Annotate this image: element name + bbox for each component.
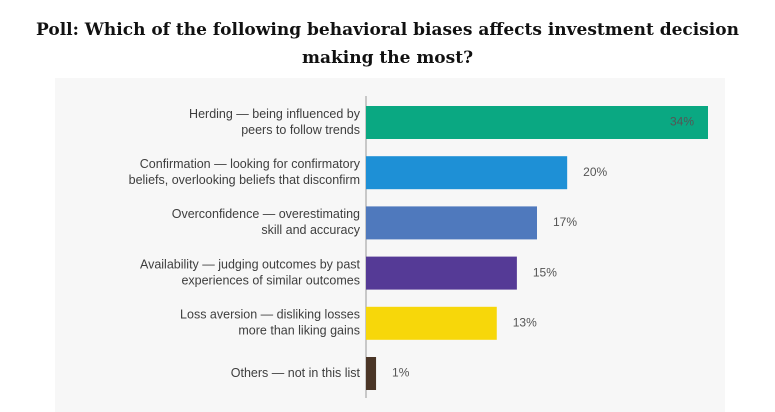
- data-label-4: 15%: [533, 265, 557, 279]
- category-label-2-line-2: beliefs, overlooking beliefs that discon…: [129, 173, 360, 187]
- category-label-2-line-1: Confirmation — looking for confirmatory: [140, 157, 361, 171]
- bar-2: [366, 156, 568, 190]
- bar-1: [366, 106, 708, 139]
- category-label-5-line-1: Loss aversion — disliking losses: [180, 308, 360, 322]
- data-label-3: 17%: [553, 215, 577, 229]
- chart-title: Poll: Which of the following behavioral …: [36, 20, 739, 68]
- category-label-3-line-2: skill and accuracy: [261, 223, 360, 237]
- category-label-1-line-1: Herding — being influenced by: [189, 107, 361, 121]
- bar-5: [366, 306, 497, 340]
- category-label-4-line-1: Availability — judging outcomes by past: [140, 257, 361, 271]
- category-label-6-line-1: Others — not in this list: [231, 366, 361, 380]
- data-label-5: 13%: [513, 315, 537, 329]
- data-label-1: 34%: [670, 115, 694, 129]
- data-label-6: 1%: [392, 366, 410, 380]
- category-label-3-line-1: Overconfidence — overestimating: [172, 207, 360, 221]
- bar-6: [366, 357, 377, 390]
- bar-4: [366, 256, 517, 290]
- bar-3: [366, 206, 537, 240]
- category-label-1-line-2: peers to follow trends: [241, 123, 360, 137]
- category-label-5-line-2: more than liking gains: [238, 324, 360, 338]
- category-label-4-line-2: experiences of similar outcomes: [181, 273, 360, 287]
- data-label-2: 20%: [583, 165, 607, 179]
